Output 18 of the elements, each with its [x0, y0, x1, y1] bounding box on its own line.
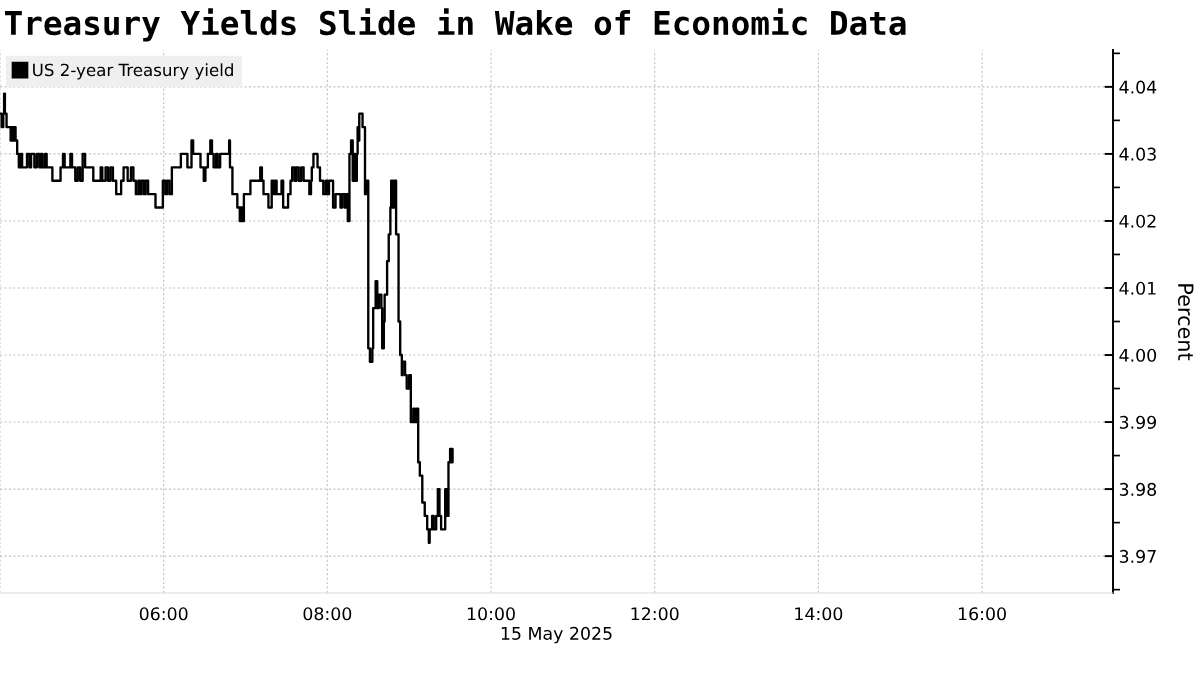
- x-tick-label: 16:00: [958, 607, 1006, 621]
- x-axis-title: 15 May 2025: [501, 626, 612, 644]
- y-tick-label: 3.99: [1119, 415, 1156, 429]
- y-tick-label: 4.04: [1119, 80, 1157, 94]
- chart-title: Treasury Yields Slide in Wake of Economic Data: [5, 8, 906, 42]
- y-tick-label: 4.03: [1119, 147, 1156, 161]
- x-tick-label: 06:00: [139, 607, 188, 621]
- x-tick-label: 10:00: [467, 607, 515, 621]
- x-tick-label: 14:00: [795, 607, 843, 621]
- legend-label: US 2-year Treasury yield: [33, 63, 233, 80]
- y-tick-label: 4.01: [1119, 281, 1156, 295]
- y-tick-label: 3.98: [1119, 482, 1157, 496]
- y-axis-title: Percent: [1177, 284, 1194, 361]
- x-tick-label: 12:00: [631, 607, 679, 621]
- y-tick-label: 4.02: [1119, 214, 1156, 228]
- x-tick-label: 08:00: [303, 607, 352, 621]
- y-tick-label: 3.97: [1119, 549, 1156, 563]
- y-tick-label: 4.00: [1119, 348, 1157, 362]
